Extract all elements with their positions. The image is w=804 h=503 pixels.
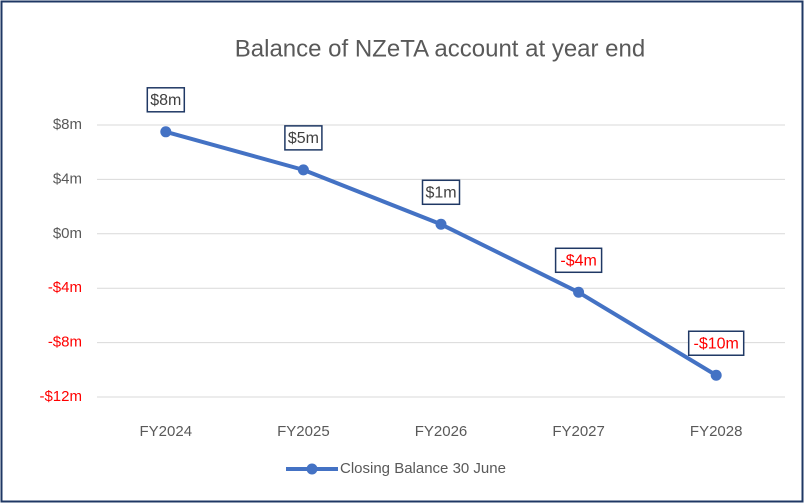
x-tick-label: FY2026 (415, 423, 468, 440)
data-point (710, 369, 722, 381)
data-label-box (284, 125, 323, 151)
data-label-box (687, 330, 745, 356)
data-point (573, 286, 585, 298)
data-label: $8m (150, 92, 181, 109)
data-label-box (554, 247, 603, 274)
data-label-box (421, 179, 461, 206)
chart-title: Balance of NZeTA account at year end (235, 35, 645, 62)
y-tick-label: -$12m (39, 388, 82, 405)
data-point (297, 164, 309, 176)
data-label: -$4m (560, 252, 596, 269)
x-tick-label: FY2027 (552, 423, 605, 440)
y-tick-label: $8m (53, 116, 82, 133)
legend-marker (306, 463, 318, 475)
data-label: $1m (425, 184, 456, 201)
data-point (160, 126, 172, 138)
data-label: -$10m (694, 335, 739, 352)
x-tick-label: FY2028 (690, 423, 743, 440)
data-point (435, 218, 447, 230)
y-tick-label: -$4m (48, 279, 82, 296)
x-tick-label: FY2025 (277, 423, 330, 440)
data-label: $5m (288, 130, 319, 147)
x-tick-label: FY2024 (140, 423, 193, 440)
legend-label: Closing Balance 30 June (340, 460, 506, 477)
y-tick-label: -$8m (48, 334, 82, 351)
y-tick-label: $0m (53, 225, 82, 242)
data-label-box (146, 87, 186, 113)
y-tick-label: $4m (53, 170, 82, 187)
